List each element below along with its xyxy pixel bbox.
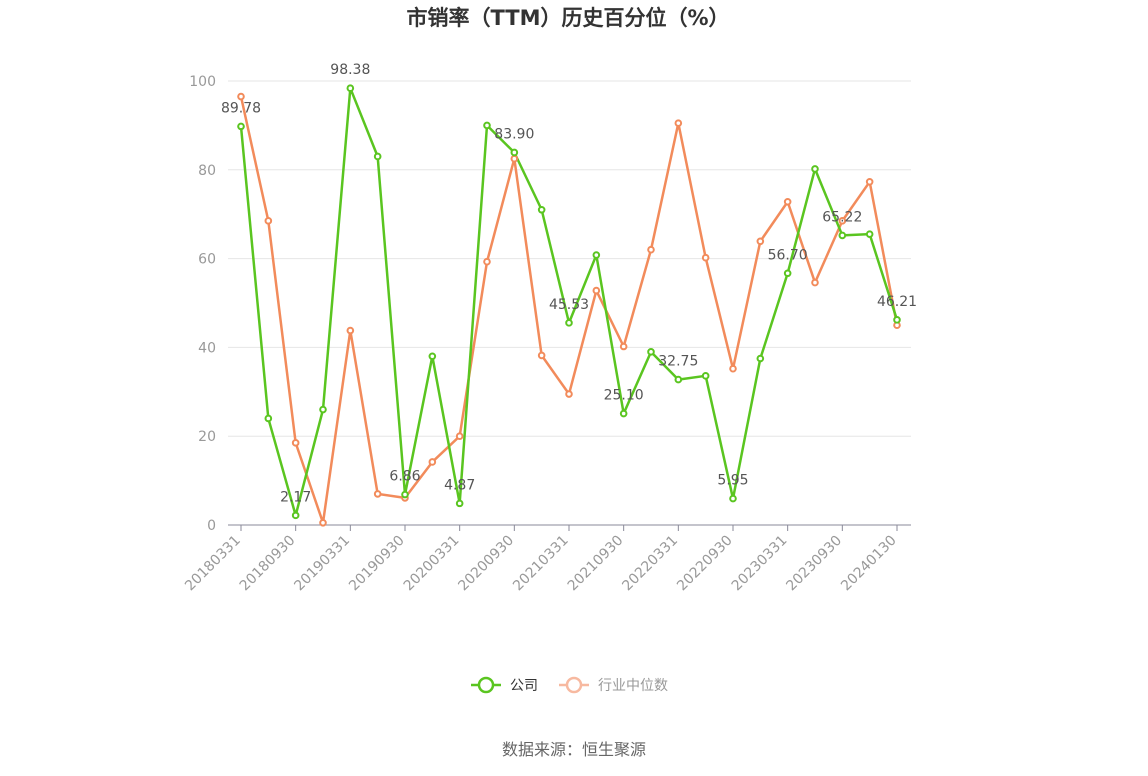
legend-item-company[interactable]: 公司 bbox=[471, 676, 538, 694]
x-tick-label: 20230930 bbox=[783, 533, 845, 595]
data-point-industry[interactable] bbox=[592, 286, 601, 295]
data-point-company[interactable] bbox=[865, 230, 874, 238]
x-tick-label: 20180331 bbox=[182, 533, 244, 595]
legend-company-label: 公司 bbox=[510, 678, 538, 694]
data-point-company[interactable] bbox=[756, 354, 765, 363]
data-point-company[interactable] bbox=[455, 499, 464, 508]
data-point-industry[interactable] bbox=[483, 257, 491, 266]
data-point-industry[interactable] bbox=[756, 237, 765, 246]
data-point-company[interactable] bbox=[428, 352, 437, 361]
data-label: 6.86 bbox=[389, 469, 420, 485]
data-point-company[interactable] bbox=[373, 152, 382, 161]
data-labels: 89.78 2.17 98.38 6.86 4.87 83.90 45.53 25.10 32.… bbox=[221, 62, 917, 505]
data-label: 5.95 bbox=[717, 473, 748, 489]
chart-title: 市销率（TTM）历史百分位（%） bbox=[406, 6, 729, 30]
legend-item-industry[interactable]: 行业中位数 bbox=[559, 676, 668, 694]
data-point-company[interactable] bbox=[674, 375, 683, 384]
data-point-industry[interactable] bbox=[537, 351, 546, 360]
x-tick-label: 20190930 bbox=[346, 533, 408, 595]
y-tick-label: 0 bbox=[207, 518, 216, 534]
x-tick-label: 20240130 bbox=[838, 533, 900, 595]
data-point-company[interactable] bbox=[893, 316, 901, 324]
data-point-industry[interactable] bbox=[565, 390, 573, 398]
data-point-company[interactable] bbox=[783, 269, 792, 278]
x-tick-label: 20210930 bbox=[565, 533, 627, 595]
data-point-industry[interactable] bbox=[319, 518, 327, 527]
y-axis: 0 20 40 60 80 100 bbox=[189, 74, 216, 534]
data-point-company[interactable] bbox=[701, 372, 710, 380]
data-label: 98.38 bbox=[330, 62, 370, 78]
data-point-company[interactable] bbox=[346, 84, 355, 92]
data-point-company[interactable] bbox=[647, 348, 655, 356]
data-point-industry[interactable] bbox=[647, 245, 655, 254]
data-label: 2.17 bbox=[280, 489, 311, 505]
data-point-company[interactable] bbox=[510, 148, 519, 157]
x-tick-label: 20220331 bbox=[619, 533, 681, 595]
data-point-industry[interactable] bbox=[619, 342, 628, 351]
data-point-industry[interactable] bbox=[674, 119, 683, 127]
data-point-company[interactable] bbox=[401, 490, 409, 499]
data-label: 4.87 bbox=[444, 477, 475, 493]
data-label: 83.90 bbox=[494, 126, 534, 142]
data-point-industry[interactable] bbox=[729, 364, 737, 373]
y-tick-label: 60 bbox=[198, 252, 216, 268]
data-point-company[interactable] bbox=[264, 414, 273, 423]
data-point-industry[interactable] bbox=[510, 154, 519, 163]
data-point-company[interactable] bbox=[619, 409, 628, 418]
x-tick-label: 20200331 bbox=[401, 533, 463, 595]
y-tick-label: 20 bbox=[198, 429, 216, 445]
data-label: 25.10 bbox=[604, 388, 644, 404]
legend-company-marker bbox=[477, 676, 495, 694]
data-point-company[interactable] bbox=[592, 251, 601, 259]
data-point-company[interactable] bbox=[537, 205, 546, 214]
data-source: 数据来源：恒生聚源 bbox=[502, 740, 646, 759]
x-tick-label: 20230331 bbox=[729, 533, 791, 595]
data-point-company[interactable] bbox=[319, 405, 327, 414]
data-point-industry[interactable] bbox=[811, 278, 819, 287]
x-tick-label: 20190331 bbox=[291, 533, 353, 595]
grid-lines bbox=[228, 80, 911, 526]
y-tick-label: 40 bbox=[198, 340, 216, 356]
data-point-industry[interactable] bbox=[865, 177, 874, 186]
data-point-industry[interactable] bbox=[838, 217, 847, 225]
data-point-industry[interactable] bbox=[373, 490, 382, 498]
data-point-industry[interactable] bbox=[291, 439, 300, 447]
data-point-industry[interactable] bbox=[701, 253, 710, 262]
x-tick-label: 20210331 bbox=[510, 533, 572, 595]
data-point-industry[interactable] bbox=[346, 326, 355, 335]
y-tick-label: 80 bbox=[198, 163, 216, 179]
data-point-company[interactable] bbox=[811, 165, 819, 173]
data-label: 32.75 bbox=[658, 354, 698, 370]
data-point-industry[interactable] bbox=[455, 432, 464, 441]
data-label: 89.78 bbox=[221, 100, 261, 116]
legend: 公司 行业中位数 bbox=[471, 676, 668, 694]
data-label: 65.22 bbox=[822, 209, 862, 225]
series-points bbox=[237, 84, 901, 527]
data-label: 45.53 bbox=[549, 297, 589, 313]
x-tick-label: 20200930 bbox=[455, 533, 517, 595]
y-tick-label: 100 bbox=[189, 74, 216, 90]
x-tick-label: 20180930 bbox=[237, 533, 299, 595]
data-point-company[interactable] bbox=[291, 511, 300, 520]
data-point-industry[interactable] bbox=[783, 197, 792, 206]
data-point-industry[interactable] bbox=[264, 217, 273, 225]
data-point-company[interactable] bbox=[483, 121, 491, 130]
data-point-company[interactable] bbox=[838, 231, 847, 240]
data-label: 56.70 bbox=[768, 247, 808, 263]
x-tick-label: 20220930 bbox=[674, 533, 736, 595]
data-label: 46.21 bbox=[877, 294, 917, 310]
data-point-industry[interactable] bbox=[237, 92, 245, 101]
data-point-company[interactable] bbox=[565, 319, 573, 327]
data-point-industry[interactable] bbox=[428, 458, 437, 466]
legend-industry-marker bbox=[565, 676, 583, 694]
data-point-company[interactable] bbox=[729, 494, 737, 503]
legend-industry-label: 行业中位数 bbox=[598, 678, 668, 694]
data-point-company[interactable] bbox=[237, 122, 245, 131]
x-axis: 2018033120180930201903312019093020200331… bbox=[182, 525, 900, 594]
